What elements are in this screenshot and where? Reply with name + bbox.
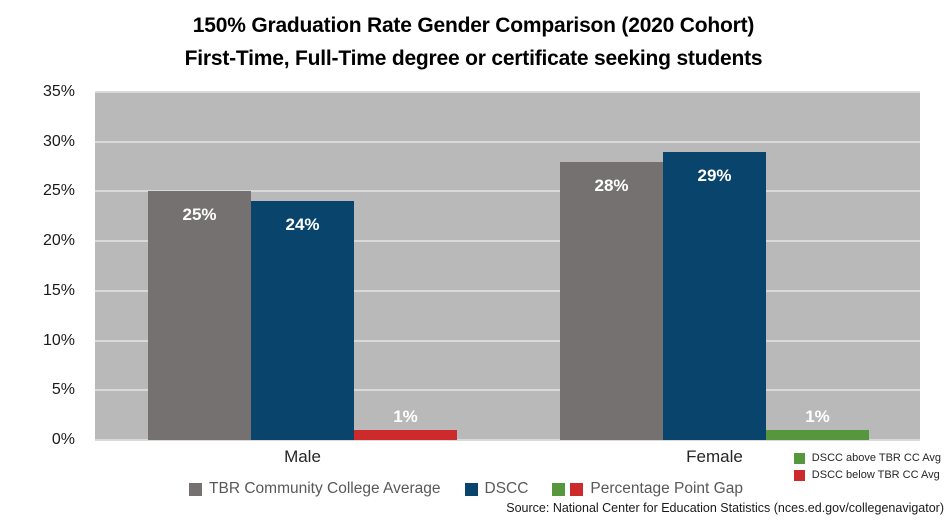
bar-male-dscc: 24% <box>251 201 354 440</box>
legend-swatch <box>464 482 478 496</box>
y-axis: 0% 5% 10% 15% 20% 25% 30% 35% <box>0 83 85 448</box>
bar-value-label-female-percentage-point-gap: 1% <box>805 407 830 426</box>
bar-value-label-male-dscc: 24% <box>285 215 320 234</box>
chart-title: 150% Graduation Rate Gender Comparison (… <box>0 9 947 75</box>
y-tick-label-30: 30% <box>42 132 75 150</box>
y-tick-label-5: 5% <box>51 381 75 399</box>
side-legend-item-dscc-below-tbr-cc-avg: DSCC below TBR CC Avg <box>793 467 941 483</box>
plot-area: 25% 24% 1% 28% 29% 1% <box>95 91 920 441</box>
gridline-5 <box>95 389 920 392</box>
bar-value-label-female-tbr-community-college-average: 28% <box>594 176 629 195</box>
legend-item-dscc: DSCC <box>464 480 529 498</box>
bar-female-tbr-community-college-average: 28% <box>560 162 663 440</box>
bar-value-label-female-dscc: 29% <box>697 166 732 185</box>
legend-label-tbr-community-college-average: TBR Community College Average <box>209 480 441 497</box>
bar-value-label-male-percentage-point-gap: 1% <box>393 407 418 426</box>
y-tick-label-20: 20% <box>42 232 75 250</box>
bar-female-percentage-point-gap: 1% <box>766 407 869 440</box>
legend-item-tbr-community-college-average: TBR Community College Average <box>189 480 441 498</box>
bar-male-percentage-point-gap: 1% <box>354 407 457 440</box>
gridline-30 <box>95 140 920 143</box>
y-tick-label-15: 15% <box>42 281 75 299</box>
gridline-15 <box>95 289 920 292</box>
gridline-0 <box>95 439 920 441</box>
side-legend-label-dscc-above-tbr-cc-avg: DSCC above TBR CC Avg <box>811 452 941 464</box>
y-tick-label-25: 25% <box>42 182 75 200</box>
gridline-10 <box>95 339 920 342</box>
gridline-35 <box>95 91 920 93</box>
bar-male-tbr-community-college-average: 25% <box>148 191 251 440</box>
chart-title-line1: 150% Graduation Rate Gender Comparison (… <box>192 14 755 37</box>
legend-item-percentage-point-gap: Percentage Point Gap <box>552 480 743 498</box>
gridline-20 <box>95 240 920 243</box>
legend-label-dscc: DSCC <box>484 480 529 497</box>
legend-swatch <box>189 482 203 496</box>
y-tick-label-10: 10% <box>42 331 75 349</box>
x-category-label-female: Female <box>686 447 743 466</box>
side-legend-swatch <box>793 452 805 464</box>
gridline-25 <box>95 190 920 193</box>
x-category-label-male: Male <box>284 447 321 466</box>
side-legend: DSCC above TBR CC Avg DSCC below TBR CC A… <box>793 450 941 484</box>
legend-label-percentage-point-gap: Percentage Point Gap <box>590 480 743 497</box>
legend-swatch <box>552 482 566 496</box>
y-tick-label-35: 35% <box>42 83 75 100</box>
side-legend-label-dscc-below-tbr-cc-avg: DSCC below TBR CC Avg <box>811 469 940 481</box>
bar-female-dscc: 29% <box>663 152 766 440</box>
legend: TBR Community College Average DSCC Percent… <box>0 480 932 498</box>
y-tick-label-0: 0% <box>51 431 75 448</box>
legend-swatch <box>570 482 584 496</box>
chart-title-line2: First-Time, Full-Time degree or certific… <box>184 47 763 70</box>
side-legend-swatch <box>793 469 805 481</box>
source-note: Source: National Center for Education St… <box>506 501 944 515</box>
bar-value-label-male-tbr-community-college-average: 25% <box>182 205 217 224</box>
side-legend-item-dscc-above-tbr-cc-avg: DSCC above TBR CC Avg <box>793 450 941 466</box>
